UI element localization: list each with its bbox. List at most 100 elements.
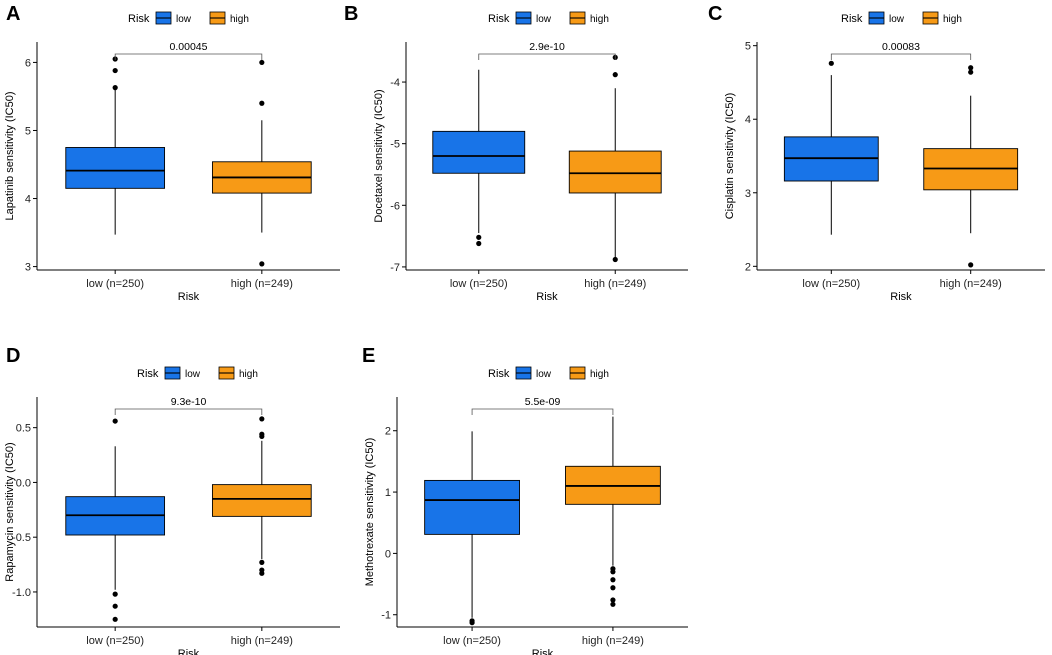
- legend-label: low: [889, 14, 905, 25]
- x-tick-label: high (n=249): [584, 278, 646, 290]
- outlier-point: [610, 601, 616, 607]
- outlier-point: [259, 261, 265, 267]
- y-tick-label: 0: [385, 548, 391, 560]
- y-tick-label: 6: [25, 57, 31, 69]
- legend-key-low: low: [164, 366, 201, 380]
- outlier-point: [259, 570, 265, 576]
- outlier-point: [259, 59, 265, 66]
- box-iqr: [432, 130, 526, 174]
- panel-letter: B: [344, 3, 358, 25]
- legend: Risk low high: [488, 11, 609, 25]
- p-value-label: 9.3e-10: [171, 396, 207, 408]
- legend-label: low: [536, 369, 552, 380]
- outlier-point: [112, 603, 118, 609]
- outlier-point: [112, 616, 118, 622]
- x-tick-label: high (n=249): [582, 635, 644, 647]
- box-low: [65, 56, 166, 235]
- panel-c: C Risk low high 2 3 4 5 low (n=250) high (n=249) R…: [708, 3, 1045, 303]
- legend-key-high: high: [569, 366, 609, 380]
- y-axis-title: Docetaxel sensitivity (IC50): [373, 89, 385, 222]
- legend-label: low: [536, 14, 552, 25]
- legend-key-low: low: [155, 11, 192, 25]
- outlier-point: [476, 234, 482, 240]
- bracket-line: [114, 408, 263, 415]
- legend-title: Risk: [128, 13, 150, 25]
- y-tick-label: 4: [745, 114, 751, 126]
- legend: Risk low high: [488, 366, 609, 380]
- x-tick-label: low (n=250): [802, 278, 860, 290]
- outlier-point: [968, 262, 974, 268]
- box-low: [783, 60, 879, 235]
- legend-label: high: [590, 14, 609, 25]
- legend-title: Risk: [488, 368, 510, 380]
- significance-bracket: 0.00045: [114, 41, 263, 60]
- x-tick-label: low (n=250): [443, 635, 501, 647]
- p-value-label: 0.00083: [882, 41, 920, 53]
- legend-label: low: [176, 14, 192, 25]
- y-tick-label: -1: [381, 610, 391, 622]
- x-tick-label: low (n=250): [86, 635, 144, 647]
- panel-e: E Risk low high -1 0 1 2 low (n=250) high (n=249)…: [362, 345, 688, 655]
- legend-key-high: high: [209, 11, 249, 25]
- panel-letter: E: [362, 345, 375, 367]
- bracket-line: [114, 53, 263, 60]
- box-high: [211, 59, 312, 267]
- panels: A Risk low high 3 4 5 6 low (n=250) high (n=249) R…: [4, 3, 1045, 655]
- y-tick-label: -6: [390, 200, 400, 212]
- significance-bracket: 2.9e-10: [478, 41, 616, 60]
- box-high: [568, 54, 662, 263]
- significance-bracket: 9.3e-10: [114, 396, 263, 415]
- y-tick-label: -1.0: [12, 587, 31, 599]
- y-tick-label: 3: [745, 188, 751, 200]
- outlier-point: [112, 67, 118, 74]
- significance-bracket: 0.00083: [830, 41, 972, 60]
- legend-label: low: [185, 369, 201, 380]
- outlier-point: [612, 256, 618, 263]
- x-axis-title: Risk: [178, 291, 200, 303]
- x-tick-label: high (n=249): [231, 635, 293, 647]
- y-tick-label: 0.0: [16, 477, 31, 489]
- y-tick-label: 0.5: [16, 423, 31, 435]
- p-value-label: 5.5e-09: [525, 396, 561, 408]
- outlier-point: [259, 100, 265, 106]
- x-tick-label: low (n=250): [450, 278, 508, 290]
- x-axis-title: Risk: [536, 291, 558, 303]
- legend-key-low: low: [868, 11, 905, 25]
- box-low: [424, 431, 520, 626]
- legend: Risk low high: [137, 366, 258, 380]
- box-iqr: [424, 479, 520, 535]
- outlier-point: [112, 418, 118, 424]
- y-tick-label: 5: [745, 41, 751, 53]
- y-axis-title: Methotrexate sensitivity (IC50): [364, 438, 376, 587]
- outlier-point: [112, 591, 118, 597]
- outlier-point: [610, 577, 616, 583]
- box-iqr: [211, 484, 312, 517]
- legend-title: Risk: [137, 368, 159, 380]
- box-iqr: [568, 150, 662, 194]
- outlier-point: [259, 416, 265, 422]
- legend-label: high: [943, 14, 962, 25]
- box-iqr: [65, 147, 166, 189]
- legend-key-low: low: [515, 366, 552, 380]
- outlier-point: [968, 65, 974, 71]
- y-tick-label: 2: [745, 261, 751, 273]
- legend: Risk low high: [841, 11, 962, 25]
- x-axis-title: Risk: [178, 648, 200, 655]
- outlier-point: [610, 569, 616, 575]
- y-tick-label: 5: [25, 125, 31, 137]
- y-tick-label: -0.5: [12, 532, 31, 544]
- legend-label: high: [590, 369, 609, 380]
- panel-letter: C: [708, 3, 722, 25]
- legend-key-high: high: [922, 11, 962, 25]
- legend-label: high: [239, 369, 258, 380]
- bracket-line: [478, 53, 616, 60]
- legend-title: Risk: [488, 13, 510, 25]
- bracket-line: [830, 53, 972, 60]
- x-tick-label: high (n=249): [940, 278, 1002, 290]
- outlier-point: [112, 85, 118, 91]
- outlier-point: [612, 72, 618, 78]
- outlier-point: [610, 585, 616, 591]
- p-value-label: 0.00045: [170, 41, 208, 53]
- p-value-label: 2.9e-10: [529, 41, 565, 53]
- y-tick-label: -4: [390, 77, 400, 89]
